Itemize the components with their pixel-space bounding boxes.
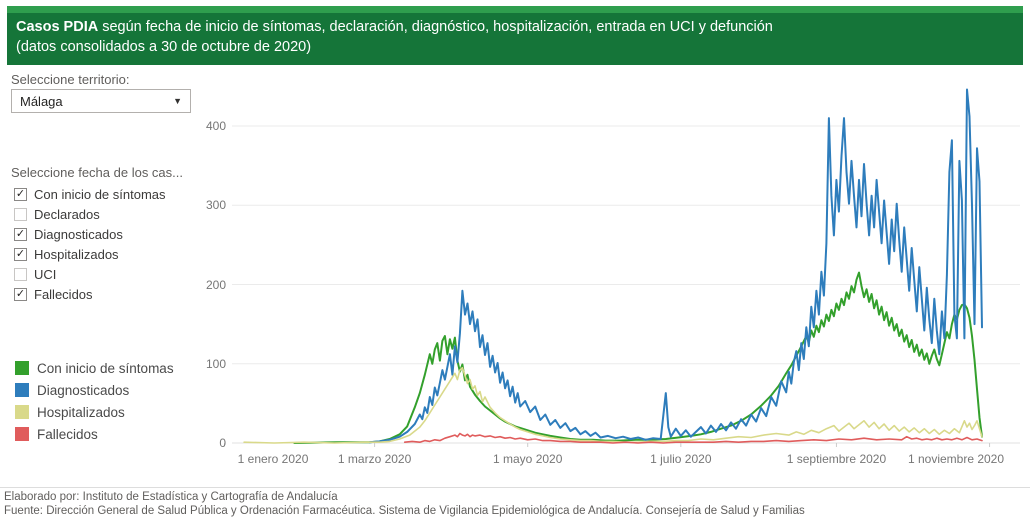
- legend-item-1: Diagnosticados: [15, 379, 174, 401]
- checkbox-row-3[interactable]: ✓ Hospitalizados: [14, 244, 224, 264]
- date-slicer-label: Seleccione fecha de los cas...: [11, 165, 183, 180]
- y-tick-label: 400: [205, 119, 226, 133]
- x-tick-label: 1 noviembre 2020: [907, 452, 1005, 466]
- chart-legend: Con inicio de síntomas Diagnosticados Hosp…: [15, 357, 174, 445]
- checkbox-label: UCI: [34, 266, 57, 282]
- page-title-bold: Casos PDIA: [16, 19, 99, 35]
- checkbox-label: Hospitalizados: [34, 246, 119, 262]
- line-chart-plot-area[interactable]: [224, 85, 1024, 465]
- footer-divider: [0, 487, 1030, 488]
- legend-label: Diagnosticados: [37, 382, 130, 398]
- checked-checkbox-icon[interactable]: ✓: [14, 287, 27, 301]
- checked-checkbox-icon[interactable]: ✓: [14, 187, 27, 201]
- checkbox-label: Con inicio de síntomas: [34, 186, 166, 202]
- series-line-diagnosticados: [368, 88, 983, 444]
- x-tick-label: 1 marzo 2020: [337, 452, 412, 466]
- territory-dropdown-value: Málaga: [20, 93, 63, 109]
- page-subtitle: (datos consolidados a 30 de octubre de 2…: [16, 39, 312, 55]
- page-title-rest: según fecha de inicio de síntomas, decla…: [98, 19, 773, 35]
- banner-accent-strip: [7, 6, 1023, 13]
- checkbox-row-2[interactable]: ✓ Diagnosticados: [14, 224, 224, 244]
- series-line-hospitalizados: [243, 366, 983, 444]
- title-banner: Casos PDIA según fecha de inicio de sínt…: [7, 6, 1023, 65]
- y-tick-label: 0: [219, 436, 226, 450]
- legend-swatch-icon: [15, 405, 29, 419]
- y-tick-label: 300: [205, 198, 226, 213]
- territory-slicer-label: Seleccione territorio:: [11, 72, 130, 87]
- legend-swatch-icon: [15, 427, 29, 441]
- legend-label: Hospitalizados: [37, 404, 125, 420]
- checkbox-row-0[interactable]: ✓ Con inicio de síntomas: [14, 184, 224, 204]
- checkbox-row-5[interactable]: ✓ Fallecidos: [14, 284, 224, 304]
- checked-checkbox-icon[interactable]: ✓: [14, 227, 27, 241]
- checkbox-label: Fallecidos: [34, 286, 93, 302]
- x-tick-label: 1 septiembre 2020: [786, 452, 887, 466]
- series-line-con-inicio-de-s-ntomas: [293, 271, 983, 444]
- footer-fuente: Fuente: Dirección General de Salud Públi…: [4, 505, 805, 517]
- x-tick-label: 1 mayo 2020: [493, 452, 563, 466]
- legend-item-0: Con inicio de síntomas: [15, 357, 174, 379]
- checkbox-label: Declarados: [34, 206, 100, 222]
- checkbox-label: Diagnosticados: [34, 226, 123, 242]
- x-tick-label: 1 enero 2020: [237, 452, 309, 466]
- legend-swatch-icon: [15, 383, 29, 397]
- chevron-down-icon[interactable]: ▼: [173, 96, 182, 106]
- y-tick-label: 200: [205, 277, 226, 292]
- legend-label: Con inicio de síntomas: [37, 360, 174, 376]
- legend-item-2: Hospitalizados: [15, 401, 174, 423]
- unchecked-checkbox-icon[interactable]: [14, 267, 27, 281]
- legend-label: Fallecidos: [37, 426, 98, 442]
- y-tick-label: 100: [205, 356, 226, 371]
- checked-checkbox-icon[interactable]: ✓: [14, 247, 27, 261]
- checkbox-row-1[interactable]: Declarados: [14, 204, 224, 224]
- footer-elaborado: Elaborado por: Instituto de Estadística …: [4, 491, 338, 503]
- unchecked-checkbox-icon[interactable]: [14, 207, 27, 221]
- legend-item-3: Fallecidos: [15, 423, 174, 445]
- x-tick-label: 1 julio 2020: [650, 452, 712, 466]
- legend-swatch-icon: [15, 361, 29, 375]
- series-line-fallecidos: [403, 432, 983, 444]
- banner-body: Casos PDIA según fecha de inicio de sínt…: [7, 13, 1023, 65]
- date-slicer-checkbox-list: ✓ Con inicio de síntomas Declarados ✓ Diagno…: [14, 184, 224, 304]
- page-title: Casos PDIA según fecha de inicio de sínt…: [16, 17, 1013, 37]
- checkbox-row-4[interactable]: UCI: [14, 264, 224, 284]
- territory-dropdown[interactable]: Málaga ▼: [11, 89, 191, 113]
